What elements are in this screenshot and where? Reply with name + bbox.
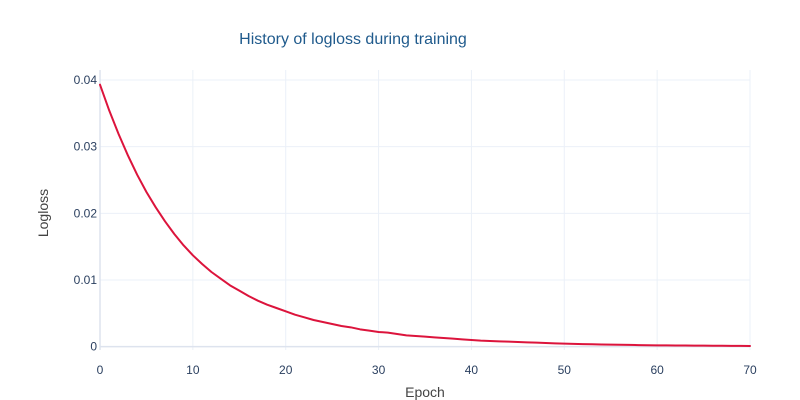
- y-tick-label: 0.01: [74, 273, 98, 287]
- series-layer: [99, 83, 751, 347]
- x-tick-label: 10: [186, 363, 200, 377]
- y-tick-label: 0.02: [74, 206, 98, 220]
- y-tick-label: 0.04: [74, 73, 98, 87]
- tick-labels: 0 10 20 30 40 50 60 70 0 0.01 0.02 0.03 0.04: [74, 73, 757, 377]
- y-axis-title: Logloss: [35, 189, 51, 237]
- x-tick-label: 20: [279, 363, 293, 377]
- x-tick-label: 40: [465, 363, 479, 377]
- x-tick-label: 60: [650, 363, 664, 377]
- y-tick-label: 0.03: [74, 140, 98, 154]
- grid-lines: [99, 70, 751, 350]
- x-axis-title: Epoch: [405, 384, 445, 400]
- x-tick-label: 50: [558, 363, 572, 377]
- series-line: [99, 83, 751, 347]
- y-tick-label: 0: [90, 340, 97, 354]
- x-tick-label: 0: [97, 363, 104, 377]
- x-tick-label: 70: [743, 363, 757, 377]
- x-tick-label: 30: [372, 363, 386, 377]
- chart-title: History of logloss during training: [239, 31, 467, 48]
